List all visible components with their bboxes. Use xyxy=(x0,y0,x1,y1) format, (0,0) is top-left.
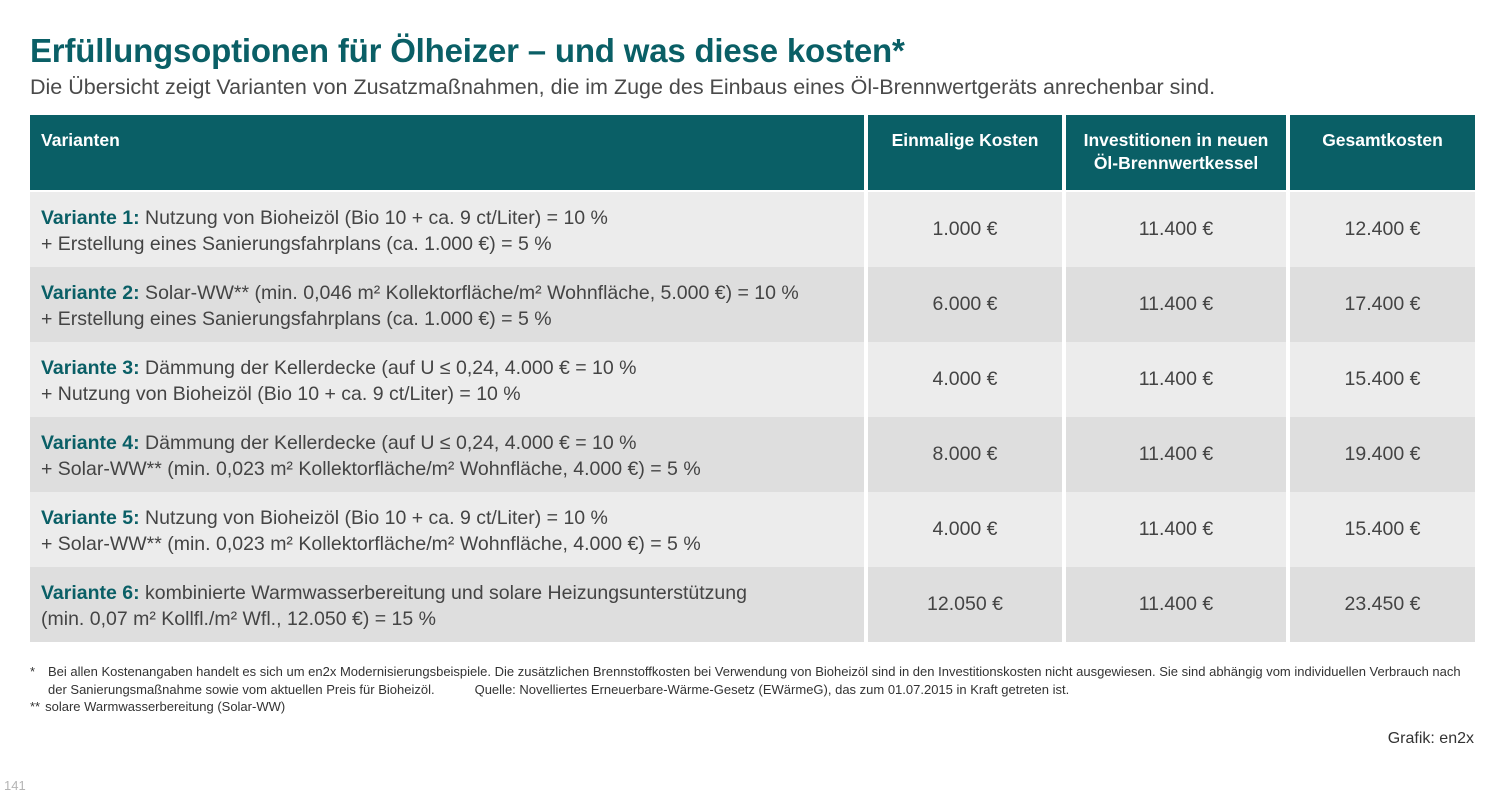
variant-label: Variante 4: xyxy=(41,432,140,454)
variant-line1: kombinierte Warmwasserbereitung und sola… xyxy=(139,582,747,604)
gesamtkosten-cell: 15.400 € xyxy=(1290,342,1475,417)
table-row: Variante 6: kombinierte Warmwasserbereit… xyxy=(30,567,1475,642)
gesamtkosten-cell: 17.400 € xyxy=(1290,267,1475,342)
footnote-2: ** solare Warmwasserbereitung (Solar-WW) xyxy=(30,698,1475,716)
gesamtkosten-cell: 12.400 € xyxy=(1290,192,1475,267)
variant-line2: (min. 0,07 m² Kollfl./m² Wfl., 12.050 €)… xyxy=(41,608,437,630)
variant-label: Variante 1: xyxy=(41,207,140,229)
variant-line1: Solar-WW** (min. 0,046 m² Kollektorfläch… xyxy=(139,282,799,304)
table-row: Variante 5: Nutzung von Bioheizöl (Bio 1… xyxy=(30,492,1475,567)
gesamtkosten-cell: 23.450 € xyxy=(1290,567,1475,642)
investition-cell: 11.400 € xyxy=(1066,492,1286,567)
variant-line2: + Solar-WW** (min. 0,023 m² Kollektorflä… xyxy=(41,533,701,555)
source-note: Quelle: Novelliertes Erneuerbare-Wärme-G… xyxy=(474,681,1070,697)
header-investitionen-line2: Öl-Brennwertkessel xyxy=(1093,153,1259,173)
header-investitionen-line1: Investitionen in neuen xyxy=(1083,130,1269,150)
investition-cell: 11.400 € xyxy=(1066,567,1286,642)
einmalige-kosten-cell: 12.050 € xyxy=(868,567,1062,642)
header-investitionen: Investitionen in neuen Öl-Brennwertkesse… xyxy=(1066,115,1286,190)
variant-label: Variante 5: xyxy=(41,507,140,529)
table-row: Variante 2: Solar-WW** (min. 0,046 m² Ko… xyxy=(30,267,1475,342)
einmalige-kosten-cell: 1.000 € xyxy=(868,192,1062,267)
variant-label: Variante 2: xyxy=(41,282,140,304)
variant-label: Variante 3: xyxy=(41,357,140,379)
table-body: Variante 1: Nutzung von Bioheizöl (Bio 1… xyxy=(30,192,1475,642)
table-row: Variante 1: Nutzung von Bioheizöl (Bio 1… xyxy=(30,192,1475,267)
variant-line2: + Nutzung von Bioheizöl (Bio 10 + ca. 9 … xyxy=(41,383,521,405)
gesamtkosten-cell: 19.400 € xyxy=(1290,417,1475,492)
variant-line2: + Solar-WW** (min. 0,023 m² Kollektorflä… xyxy=(41,458,701,480)
einmalige-kosten-cell: 8.000 € xyxy=(868,417,1062,492)
table-header-row: Varianten Einmalige Kosten Investitionen… xyxy=(30,115,1475,190)
footnote-2-mark: ** xyxy=(30,699,41,714)
variant-line1: Nutzung von Bioheizöl (Bio 10 + ca. 9 ct… xyxy=(139,507,608,529)
header-varianten: Varianten xyxy=(30,115,864,190)
variant-description: Variante 3: Dämmung der Kellerdecke (auf… xyxy=(30,342,864,417)
footnote-1-text: Bei allen Kostenangaben handelt es sich … xyxy=(48,664,1461,697)
cost-table: Varianten Einmalige Kosten Investitionen… xyxy=(30,115,1475,642)
variant-description: Variante 1: Nutzung von Bioheizöl (Bio 1… xyxy=(30,192,864,267)
header-gesamtkosten: Gesamtkosten xyxy=(1290,115,1475,190)
investition-cell: 11.400 € xyxy=(1066,192,1286,267)
variant-line1: Dämmung der Kellerdecke (auf U ≤ 0,24, 4… xyxy=(139,432,637,454)
variant-description: Variante 2: Solar-WW** (min. 0,046 m² Ko… xyxy=(30,267,864,342)
table-row: Variante 3: Dämmung der Kellerdecke (auf… xyxy=(30,342,1475,417)
investition-cell: 11.400 € xyxy=(1066,267,1286,342)
footnote-1-mark: * xyxy=(30,664,36,679)
header-einmalige-kosten: Einmalige Kosten xyxy=(868,115,1062,190)
footnote-1: * Bei allen Kostenangaben handelt es sic… xyxy=(30,663,1475,698)
footnotes: * Bei allen Kostenangaben handelt es sic… xyxy=(30,663,1475,716)
variant-description: Variante 6: kombinierte Warmwasserbereit… xyxy=(30,567,864,642)
investition-cell: 11.400 € xyxy=(1066,417,1286,492)
variant-line2: + Erstellung eines Sanierungsfahrplans (… xyxy=(41,308,552,330)
einmalige-kosten-cell: 4.000 € xyxy=(868,342,1062,417)
gesamtkosten-cell: 15.400 € xyxy=(1290,492,1475,567)
table-row: Variante 4: Dämmung der Kellerdecke (auf… xyxy=(30,417,1475,492)
footnote-2-text: solare Warmwasserbereitung (Solar-WW) xyxy=(45,699,286,714)
variant-description: Variante 5: Nutzung von Bioheizöl (Bio 1… xyxy=(30,492,864,567)
variant-line2: + Erstellung eines Sanierungsfahrplans (… xyxy=(41,233,552,255)
variant-description: Variante 4: Dämmung der Kellerdecke (auf… xyxy=(30,417,864,492)
einmalige-kosten-cell: 4.000 € xyxy=(868,492,1062,567)
page-title: Erfüllungsoptionen für Ölheizer – und wa… xyxy=(30,32,905,69)
graphic-credit: Grafik: en2x xyxy=(1387,730,1474,747)
variant-line1: Nutzung von Bioheizöl (Bio 10 + ca. 9 ct… xyxy=(139,207,608,229)
variant-line1: Dämmung der Kellerdecke (auf U ≤ 0,24, 4… xyxy=(139,357,637,379)
page-number: 141 xyxy=(4,778,26,793)
variant-label: Variante 6: xyxy=(41,582,140,604)
einmalige-kosten-cell: 6.000 € xyxy=(868,267,1062,342)
page-subtitle: Die Übersicht zeigt Varianten von Zusatz… xyxy=(30,75,1216,99)
investition-cell: 11.400 € xyxy=(1066,342,1286,417)
